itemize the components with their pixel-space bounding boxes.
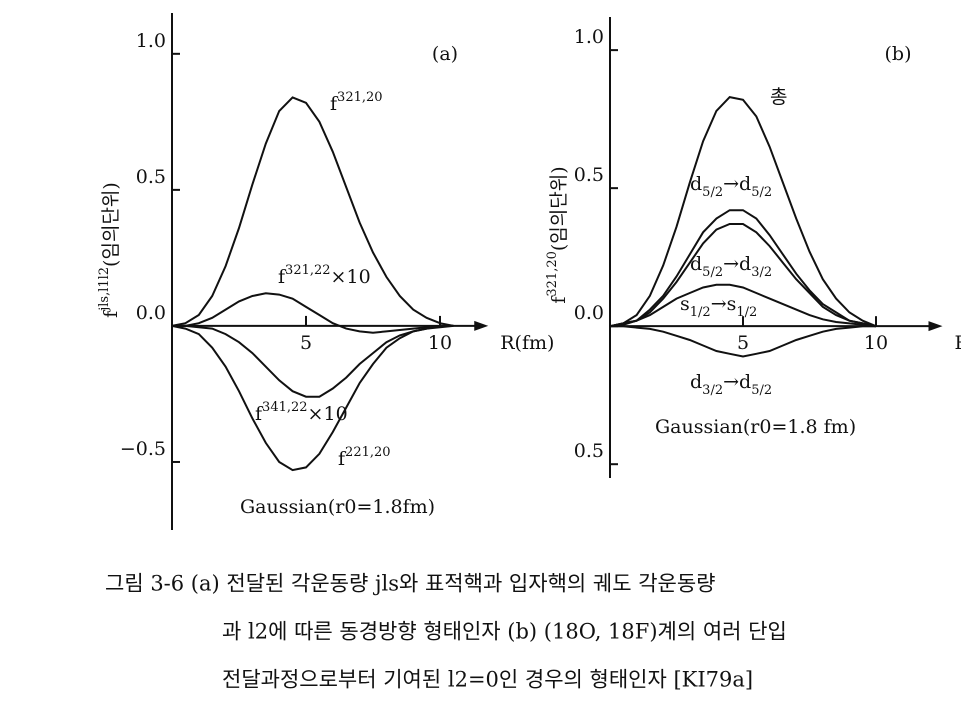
y-tick-label: 0.5 [574,164,604,186]
panel-label: (a) [432,43,458,65]
y-tick-label: 0.5 [136,166,166,188]
x-tick-label: 5 [300,332,312,354]
x-tick-label: 10 [428,332,452,354]
y-tick-label: 0.0 [574,302,604,324]
curve [172,324,454,398]
caption-line: 과 l2에 따른 동경방향 형태인자 (b) (18O, 18F)계의 여러 단… [222,620,787,644]
curve [609,283,877,328]
y-axis-label: f321,20(임의단위) [545,166,570,303]
curve [609,96,877,328]
y-axis-label: fjls,l1l2(임의단위) [97,182,122,318]
curve-label: d5/2→d5/2 [690,173,772,200]
y-tick-label: 1.0 [136,30,166,52]
y-tick-label: 0.5 [574,440,604,462]
curve [171,96,454,327]
curve-label: s1/2→s1/2 [680,293,757,320]
annotation: Gaussian(r0=1.8fm) [240,496,435,518]
curve-label: f221,20 [338,445,391,470]
y-tick-label: 1.0 [574,26,604,48]
x-axis-label: R(fm) [955,332,961,354]
caption-line: 그림 3-6 (a) 전달된 각운동량 jls와 표적핵과 입자핵의 궤도 각운… [105,572,715,596]
annotation: Gaussian(r0=1.8 fm) [655,416,856,438]
x-tick-label: 10 [864,332,888,354]
curve-label: f321,22×10 [278,263,371,288]
curve [172,292,454,334]
curve [609,209,877,328]
y-tick-label: −0.5 [120,438,166,460]
panel-label: (b) [885,43,912,65]
curve [609,223,877,328]
curve [171,324,454,472]
curve [610,325,876,358]
x-axis-arrow [928,321,943,332]
curve-label: 총 [770,86,787,108]
x-axis-arrow [474,320,489,331]
x-axis-label: R(fm) [500,332,554,354]
curve-label: d5/2→d3/2 [690,253,772,280]
caption-line: 전달과정으로부터 기여된 l2=0인 경우의 형태인자 [KI79a] [222,668,753,692]
y-tick-label: 0.0 [136,302,166,324]
curve-label: f341,22×10 [255,400,348,425]
curve-label: d3/2→d5/2 [690,371,772,398]
x-tick-label: 5 [737,332,749,354]
curve-label: f321,20 [330,90,383,115]
